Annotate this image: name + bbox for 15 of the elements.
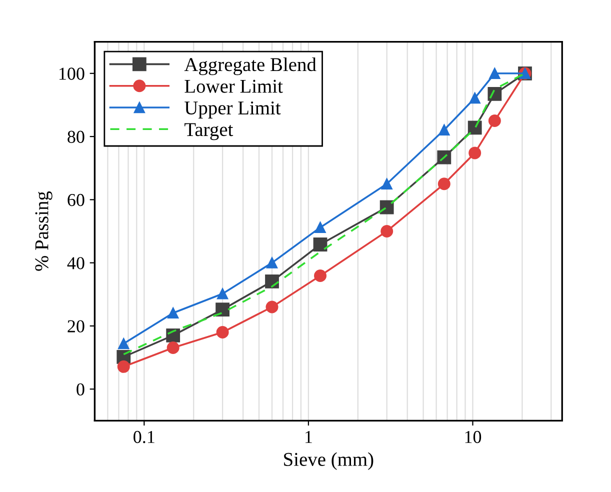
y-tick-label: 40	[67, 257, 84, 270]
x-axis-title: Sieve (mm)	[284, 452, 374, 470]
x-tick-label: 0.1	[134, 430, 154, 444]
y-tick-label: 100	[59, 68, 84, 80]
legend-label: Aggregate Blend	[184, 57, 316, 76]
legend-label: Lower Limit	[184, 80, 283, 93]
x-tick-label: 1	[306, 430, 312, 443]
legend-label: Target	[184, 123, 234, 140]
y-axis-title: % Passing	[35, 191, 52, 271]
y-tick-label: 20	[68, 320, 84, 332]
y-tick-label: 60	[68, 194, 84, 206]
legend-label: Upper Limit	[184, 101, 281, 118]
x-tick-label: 10	[465, 430, 482, 444]
y-tick-label: 0	[76, 383, 84, 396]
y-tick-label: 80	[68, 130, 84, 143]
